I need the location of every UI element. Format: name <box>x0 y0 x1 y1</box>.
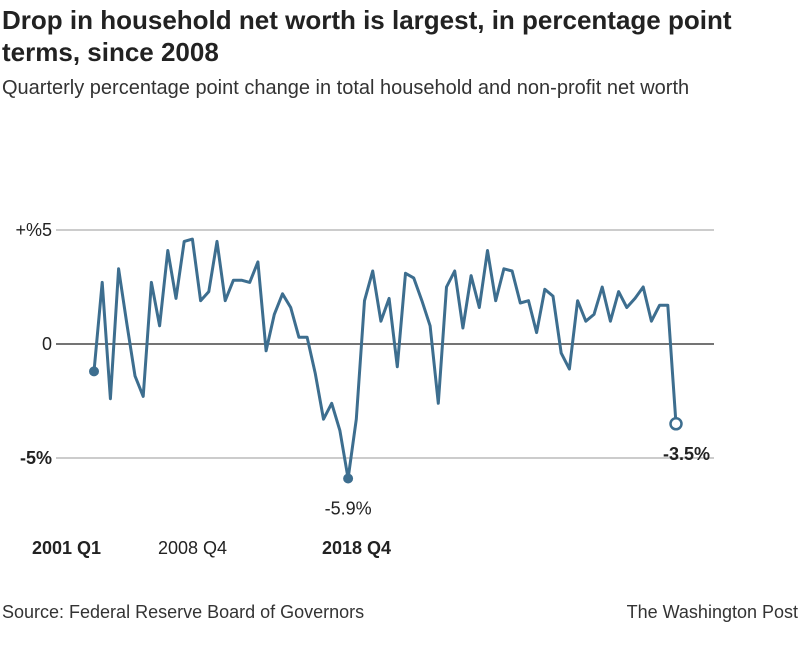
publisher-credit: The Washington Post <box>626 602 798 622</box>
chart-subtitle: Quarterly percentage point change in tot… <box>2 77 690 99</box>
x-label-mid: 2008 Q4 <box>158 538 228 558</box>
series-line <box>92 237 678 480</box>
start-point-marker <box>89 366 99 377</box>
low-point-label: -5.9% <box>325 499 372 519</box>
line-layer <box>92 237 678 480</box>
x-label-recent: 2018 Q4 <box>322 538 392 558</box>
latest-point-label: -3.5% <box>663 444 710 464</box>
y-tick-label: 0 <box>42 334 52 354</box>
grid-layer <box>56 229 714 459</box>
x-label-start: 2001 Q1 <box>32 538 102 558</box>
label-layer: +%5 0 -5% -5.9% -3.5% <box>15 220 710 519</box>
latest-point-marker <box>669 417 683 431</box>
y-tick-label: +%5 <box>15 220 52 240</box>
source-note: Source: Federal Reserve Board of Governo… <box>2 602 365 622</box>
marker-layer <box>89 366 683 484</box>
chart-title: Drop in household net worth is largest, … <box>2 5 732 67</box>
y-tick-label: -5% <box>20 448 52 468</box>
low-point-marker <box>343 473 354 484</box>
